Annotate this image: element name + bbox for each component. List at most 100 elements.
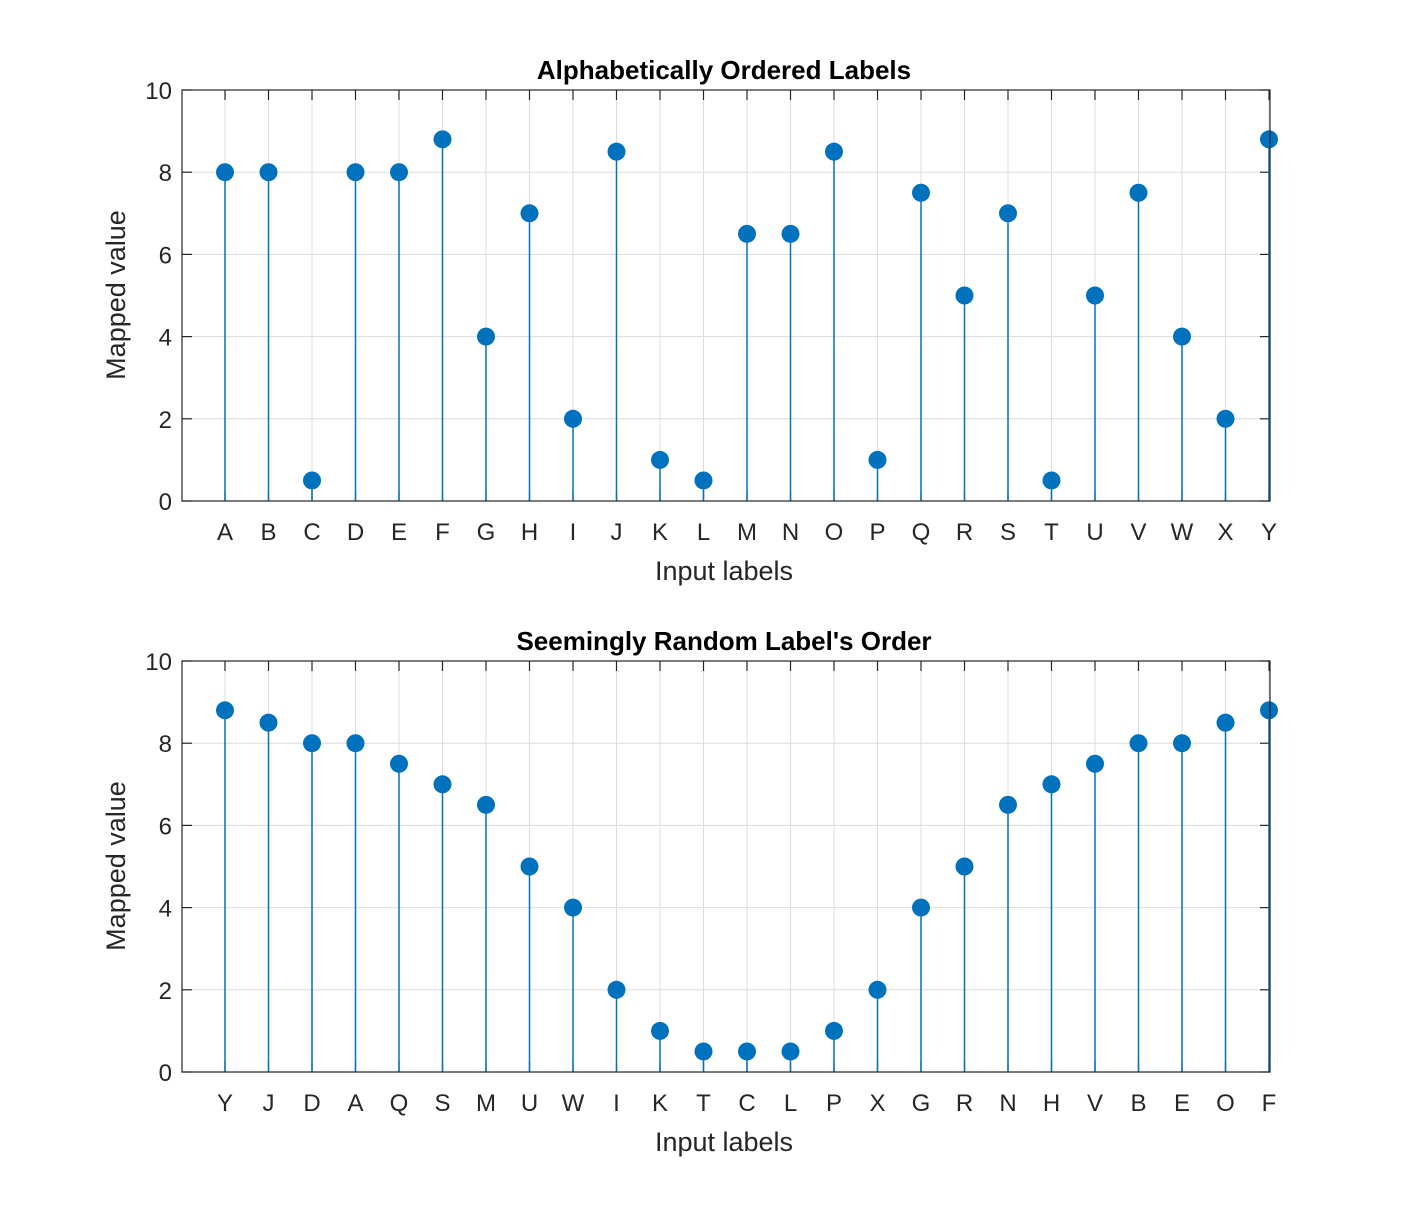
stem-marker: [303, 734, 321, 753]
stem-marker: [694, 1042, 713, 1061]
stem-marker: [564, 409, 582, 428]
stem-marker: [1260, 130, 1278, 149]
x-tick-label: O: [1216, 1090, 1235, 1117]
gridlines: [182, 89, 1270, 502]
y-axis-label: Mapped value: [101, 210, 131, 380]
stem-marker: [1173, 734, 1191, 753]
x-tick-label: P: [869, 519, 885, 546]
y-tick-label: 10: [145, 78, 172, 105]
x-tick-label: Y: [1261, 519, 1277, 546]
x-tick-label: L: [697, 519, 710, 546]
stem-marker: [781, 1042, 800, 1061]
x-tick-label: E: [1174, 1090, 1190, 1117]
x-tick-label: S: [434, 1090, 450, 1117]
stem-marker: [1173, 327, 1191, 346]
stem-marker: [694, 471, 713, 490]
stem-marker: [651, 450, 669, 469]
stem-marker: [1216, 713, 1235, 732]
stem-marker: [868, 450, 887, 469]
x-tick-label: L: [784, 1090, 797, 1117]
stem-marker: [346, 734, 365, 753]
y-tick-labels: 0 2 4 6 8 10: [145, 649, 172, 1087]
stem-marker: [303, 471, 321, 490]
stem-marker: [433, 775, 452, 794]
x-tick-label: C: [303, 519, 320, 546]
y-tick-label: 4: [159, 325, 172, 352]
stem-marker: [999, 204, 1017, 223]
axes-box: [181, 660, 1271, 1073]
x-tick-label: J: [263, 1090, 275, 1117]
stem-marker: [477, 795, 495, 814]
stem-marker: [477, 327, 495, 346]
stem-marker: [564, 898, 582, 917]
x-tick-label: H: [1043, 1090, 1060, 1117]
x-tick-label: F: [435, 519, 450, 546]
x-tick-label: Q: [912, 519, 931, 546]
x-tick-label: W: [562, 1090, 585, 1117]
y-tick-label: 2: [159, 407, 172, 434]
x-tick-label: G: [477, 519, 496, 546]
stem-marker: [651, 1021, 669, 1040]
stem-marker: [390, 163, 408, 182]
y-tick-label: 8: [159, 731, 172, 758]
x-tick-label: T: [696, 1090, 711, 1117]
x-tick-label: I: [570, 519, 577, 546]
x-tick-label: S: [1000, 519, 1016, 546]
x-tick-label: K: [652, 1090, 668, 1117]
x-tick-label: V: [1087, 1090, 1103, 1117]
x-tick-label: V: [1130, 519, 1146, 546]
y-tick-label: 4: [159, 896, 172, 923]
stem-marker: [999, 795, 1017, 814]
x-tick-label: O: [825, 519, 844, 546]
x-tick-label: J: [611, 519, 623, 546]
y-tick-label: 6: [159, 242, 172, 269]
y-tick-labels: 0 2 4 6 8 10: [145, 78, 172, 516]
stems: [216, 701, 1278, 1072]
stem-marker: [1042, 471, 1061, 490]
x-tick-label: I: [613, 1090, 620, 1117]
x-tick-label: K: [652, 519, 668, 546]
x-tick-label: N: [782, 519, 799, 546]
y-tick-label: 8: [159, 160, 172, 187]
x-tick-label: Y: [217, 1090, 233, 1117]
stem-marker: [1086, 286, 1104, 305]
stem-marker: [738, 1042, 756, 1061]
x-tick-label: C: [738, 1090, 755, 1117]
x-tick-label: F: [1262, 1090, 1277, 1117]
stem-marker: [1129, 183, 1148, 202]
x-tick-label: H: [521, 519, 538, 546]
x-tick-label: U: [521, 1090, 538, 1117]
stem-marker: [607, 980, 626, 999]
stem-marker: [825, 1021, 843, 1040]
stem-marker: [259, 713, 278, 732]
y-tick-label: 6: [159, 813, 172, 840]
stem-marker: [738, 224, 756, 243]
tick-marks: [182, 660, 1270, 1073]
x-tick-label: X: [869, 1090, 885, 1117]
stem-marker: [1129, 734, 1148, 753]
stem-marker: [868, 980, 887, 999]
x-tick-label: A: [347, 1090, 363, 1117]
x-tick-label: R: [956, 1090, 973, 1117]
stems: [216, 130, 1278, 501]
y-tick-label: 0: [159, 489, 172, 516]
y-tick-label: 0: [159, 1060, 172, 1087]
x-tick-label: G: [912, 1090, 931, 1117]
gridlines: [182, 660, 1270, 1073]
stem-marker: [912, 898, 930, 917]
x-tick-label: D: [347, 519, 364, 546]
stem-marker: [1216, 409, 1235, 428]
x-tick-label: T: [1044, 519, 1059, 546]
stem-marker: [216, 163, 234, 182]
x-tick-label: Q: [390, 1090, 409, 1117]
stem-marker: [520, 857, 539, 876]
x-tick-label: X: [1217, 519, 1233, 546]
stem-marker: [216, 701, 234, 720]
stem-marker: [1042, 775, 1061, 794]
x-axis-label: Input labels: [655, 1127, 793, 1157]
stem-marker: [1086, 754, 1104, 773]
axes-box: [181, 89, 1271, 502]
x-tick-label: U: [1086, 519, 1103, 546]
